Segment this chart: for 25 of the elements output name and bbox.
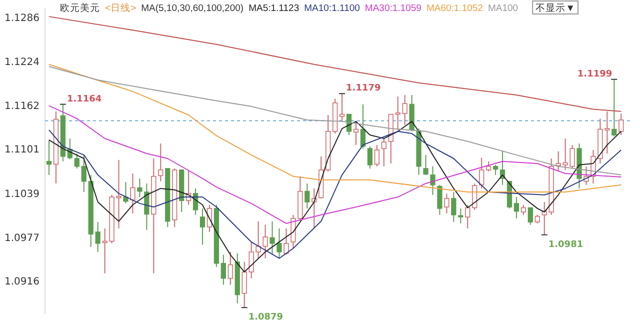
annotation: 1.1179 (346, 84, 381, 94)
annotation: 不显示▼ (536, 3, 575, 14)
annotation: <日线> (105, 2, 137, 14)
y-tick-label: 1.1039 (4, 188, 40, 200)
y-tick-label: 1.1224 (4, 56, 40, 68)
annotation: 1.0981 (548, 240, 584, 250)
y-tick-label: 1.0916 (4, 276, 40, 288)
line-series (48, 66, 622, 176)
line-series (48, 16, 622, 112)
annotation: 1.1199 (577, 69, 612, 80)
text: MA5:1.1123 (248, 3, 300, 14)
y-tick-label: 1.0977 (4, 233, 40, 244)
annotation: 1.0879 (248, 312, 284, 320)
line-series (48, 105, 622, 224)
annotation: MA(5,10,30,60,100,200) (141, 3, 244, 14)
y-tick-label: 1.1286 (4, 12, 40, 24)
text: MA30:1.1059 (364, 3, 422, 14)
chart-title: 欧元美元 (60, 2, 100, 14)
annotation: 1.1164 (66, 94, 102, 104)
text: MA10:1.1100 (304, 3, 360, 14)
text: MA60:1.1052 (426, 3, 483, 14)
legend-label: MA100 (488, 3, 518, 14)
y-tick-label: 1.1101 (4, 144, 40, 156)
line-series (48, 64, 622, 193)
y-tick-label: 1.1162 (4, 101, 40, 112)
